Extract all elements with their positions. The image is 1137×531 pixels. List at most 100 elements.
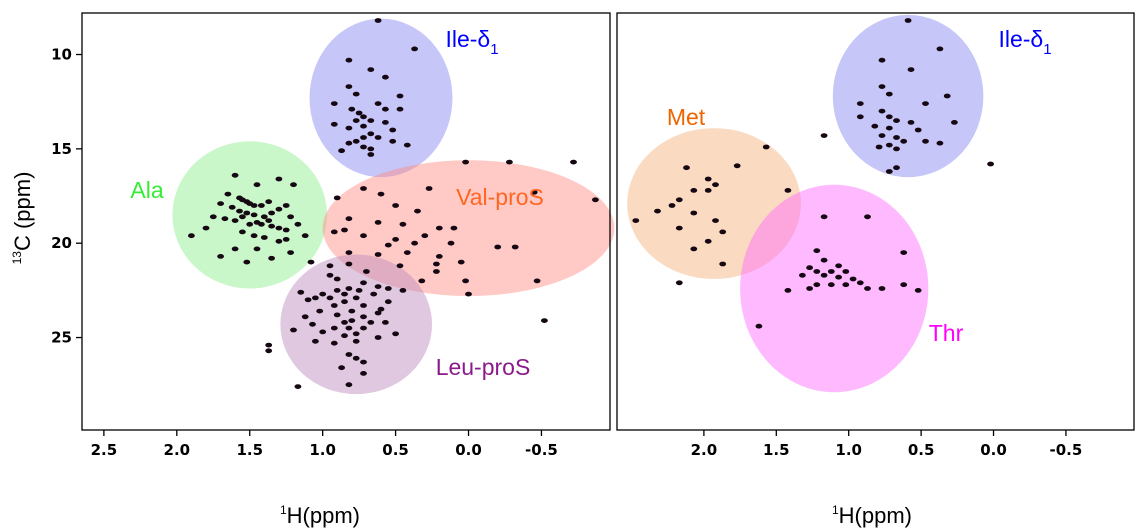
right-peak-65 — [813, 282, 821, 288]
left-peak-94 — [399, 221, 407, 227]
left-peak-22 — [374, 135, 382, 140]
right-x-tick-label-5: -0.5 — [1050, 441, 1083, 459]
right-peak-8 — [856, 101, 864, 106]
left-peak-67 — [253, 246, 261, 252]
left-peak-151 — [330, 325, 338, 331]
left-peak-96 — [341, 227, 348, 233]
left-peak-8 — [330, 101, 338, 106]
x-axis-title-left: 1H(ppm) — [280, 503, 360, 528]
left-peak-17 — [360, 123, 367, 129]
left-peak-66 — [231, 246, 239, 252]
right-peak-71 — [914, 288, 922, 293]
right-panel: Ile-δ1 Met Thr 2.0 1.5 1.0 0.5 0.0 -0.5 — [616, 12, 1135, 459]
left-peak-63 — [250, 233, 258, 239]
right-region-ile — [832, 14, 984, 178]
left-peak-158 — [374, 335, 382, 340]
right-x-tick-label-1: 1.5 — [763, 441, 790, 459]
left-peak-173 — [326, 263, 334, 269]
left-peak-114 — [465, 291, 472, 297]
left-peak-50 — [260, 214, 268, 220]
right-peak-21 — [875, 144, 883, 150]
x-axis-title-right-sup: 1 — [832, 503, 839, 517]
left-peak-64 — [260, 235, 268, 240]
left-peak-108 — [457, 259, 465, 265]
left-peak-21 — [360, 135, 367, 140]
left-peak-144 — [301, 314, 309, 320]
left-peak-26 — [367, 146, 375, 152]
left-peak-23 — [352, 138, 360, 144]
y-tick-label-1: 15 — [51, 140, 72, 158]
left-label-val-pros: Val-proS — [456, 184, 544, 210]
left-peak-85 — [570, 159, 577, 165]
right-peak-66 — [842, 282, 850, 288]
left-peak-97 — [360, 233, 367, 239]
left-peak-138 — [360, 303, 367, 308]
left-peak-9 — [374, 101, 382, 106]
right-peak-32 — [704, 176, 712, 182]
left-peak-93 — [374, 220, 382, 225]
left-peak-43 — [258, 203, 265, 208]
left-label-ala: Ala — [130, 177, 163, 203]
left-peak-19 — [389, 127, 397, 133]
left-x-tick-label-1: 2.0 — [164, 441, 191, 459]
left-peak-156 — [352, 331, 360, 337]
right-peak-72 — [900, 250, 908, 256]
left-peak-52 — [275, 206, 283, 212]
right-peak-13 — [871, 123, 879, 129]
left-peak-84 — [530, 189, 538, 195]
left-peak-90 — [392, 203, 399, 208]
left-peak-141 — [316, 308, 324, 314]
right-peak-9 — [878, 108, 886, 114]
left-peak-89 — [333, 195, 341, 201]
left-peak-100 — [411, 240, 418, 246]
left-peak-153 — [360, 325, 367, 331]
left-peak-146 — [360, 314, 367, 320]
right-peak-27 — [987, 161, 994, 167]
left-peak-98 — [392, 237, 399, 242]
left-peak-172 — [399, 288, 407, 293]
left-peak-69 — [301, 233, 309, 239]
right-peak-67 — [806, 286, 813, 291]
left-peak-103 — [511, 244, 519, 250]
right-x-tick-label-2: 1.0 — [835, 441, 862, 459]
left-label-leu-pros: Leu-proS — [436, 354, 531, 380]
left-peak-79 — [239, 214, 246, 220]
left-peak-55 — [231, 218, 239, 224]
left-peak-4 — [382, 74, 389, 80]
left-peak-154 — [290, 327, 297, 333]
left-peak-49 — [250, 212, 258, 218]
left-peak-166 — [352, 355, 360, 361]
left-peak-128 — [355, 288, 363, 293]
left-peak-80 — [246, 221, 254, 227]
left-peak-13 — [367, 118, 375, 123]
left-peak-149 — [382, 320, 389, 325]
left-peak-77 — [287, 214, 294, 220]
left-peak-54 — [221, 216, 229, 222]
left-peak-18 — [345, 125, 353, 131]
right-peak-10 — [885, 114, 893, 120]
right-peak-15 — [914, 127, 922, 133]
right-peak-29 — [856, 114, 864, 120]
left-peak-124 — [333, 276, 341, 282]
left-region-ile — [309, 18, 453, 178]
left-peak-70 — [294, 221, 302, 227]
left-peak-6 — [352, 91, 360, 97]
right-peak-54 — [835, 263, 842, 269]
right-peak-33 — [712, 182, 719, 188]
right-plot-frame — [616, 12, 1135, 431]
left-peak-12 — [360, 114, 367, 120]
right-peak-47 — [719, 261, 727, 267]
left-peak-61 — [202, 225, 210, 231]
left-peak-165 — [345, 352, 353, 357]
right-peak-22 — [922, 138, 929, 144]
left-peak-72 — [209, 214, 217, 220]
left-peak-113 — [541, 318, 548, 323]
right-peak-25 — [951, 120, 958, 125]
left-peak-160 — [330, 340, 338, 346]
right-peak-4 — [878, 84, 886, 89]
right-label-thr: Thr — [929, 320, 964, 346]
left-peak-161 — [352, 338, 360, 344]
left-peak-111 — [462, 278, 469, 284]
right-peak-35 — [733, 163, 741, 169]
left-peak-147 — [348, 318, 356, 323]
